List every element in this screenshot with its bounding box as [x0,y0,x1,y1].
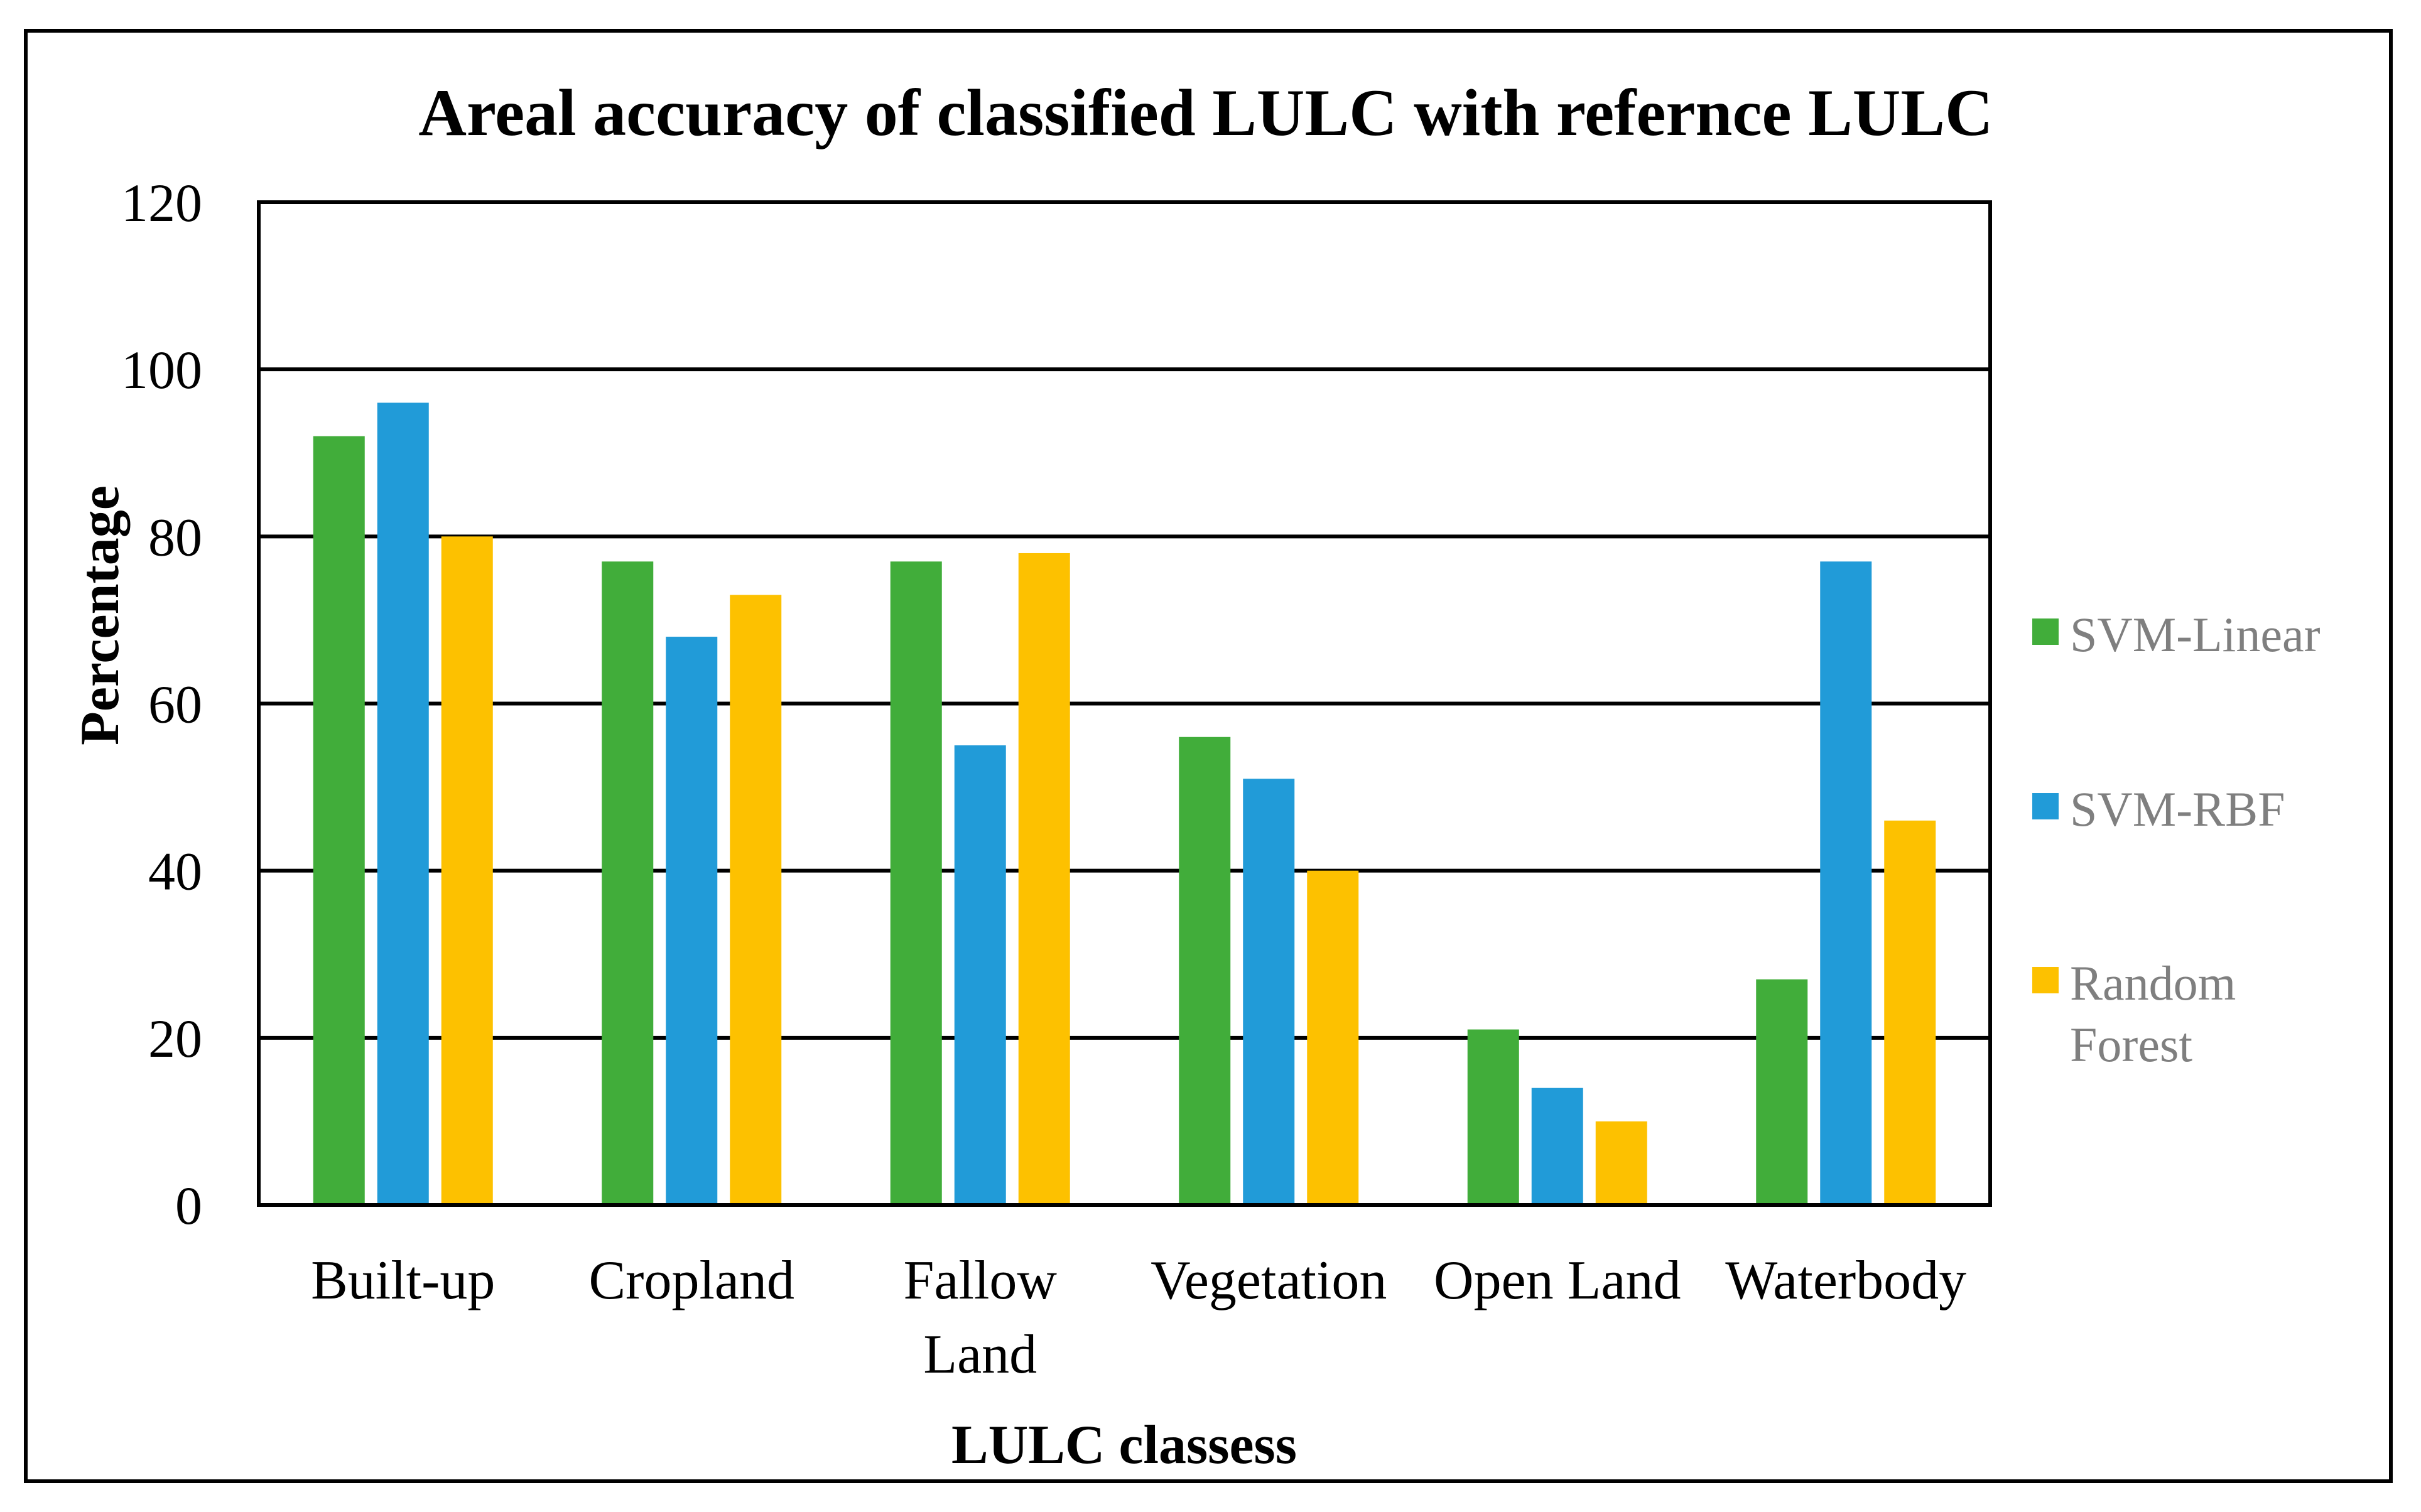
plot-area [257,200,1992,1207]
bar-random-forest-3 [1307,870,1359,1205]
bar-svm-rbf-0 [377,402,429,1205]
bar-random-forest-1 [730,595,782,1205]
x-category-label: Open Land [1434,1250,1681,1311]
bar-random-forest-5 [1884,820,1936,1205]
legend-swatch [2032,793,2059,819]
y-tick-label: 20 [148,1008,202,1069]
bar-random-forest-0 [441,536,493,1206]
x-category-label: Cropland [588,1250,794,1311]
bar-svm-linear-2 [890,561,942,1206]
bar-svm-linear-5 [1756,979,1808,1205]
y-axis-ticks: 0 20 40 60 80 100 120 [121,173,202,1236]
x-category-label: Vegetation [1151,1250,1387,1311]
x-category-label: Waterbody [1725,1250,1966,1311]
y-tick-label: 60 [148,674,202,735]
y-tick-label: 40 [148,841,202,902]
x-category-label: Land [923,1324,1037,1385]
bar-svm-linear-0 [313,436,365,1206]
bar-svm-rbf-3 [1243,779,1295,1205]
legend-swatch [2032,618,2059,645]
chart-title: Areal accuracy of classified LULC with r… [418,76,1993,149]
y-tick-label: 100 [121,340,202,400]
legend-label: Forest [2070,1017,2192,1072]
legend-swatch [2032,967,2059,993]
y-axis-title: Percentage [70,485,131,745]
bar-random-forest-4 [1595,1121,1647,1205]
bar-svm-rbf-5 [1820,561,1872,1206]
legend: SVM-Linear SVM-RBF Random Forest [2032,607,2321,1072]
bar-random-forest-2 [1018,553,1070,1206]
x-axis-title: LULC classess [951,1415,1297,1476]
y-tick-label: 0 [175,1175,202,1236]
bars [313,402,1936,1206]
bar-svm-rbf-2 [954,745,1006,1205]
x-axis-categories: Built-up Cropland Fallow Land Vegetation Open… [311,1250,1966,1385]
bar-svm-linear-1 [602,561,654,1206]
legend-label: SVM-RBF [2070,782,2285,836]
y-tick-label: 80 [148,507,202,567]
x-category-label: Built-up [311,1250,495,1311]
bar-svm-linear-3 [1179,737,1231,1205]
bar-svm-rbf-4 [1531,1088,1583,1205]
gridlines [259,367,1990,1040]
legend-label: SVM-Linear [2070,607,2321,662]
legend-label: Random [2070,956,2236,1010]
bar-svm-linear-4 [1467,1029,1519,1205]
x-category-label: Fallow [904,1250,1058,1311]
y-tick-label: 120 [121,173,202,233]
bar-svm-rbf-1 [666,637,718,1205]
